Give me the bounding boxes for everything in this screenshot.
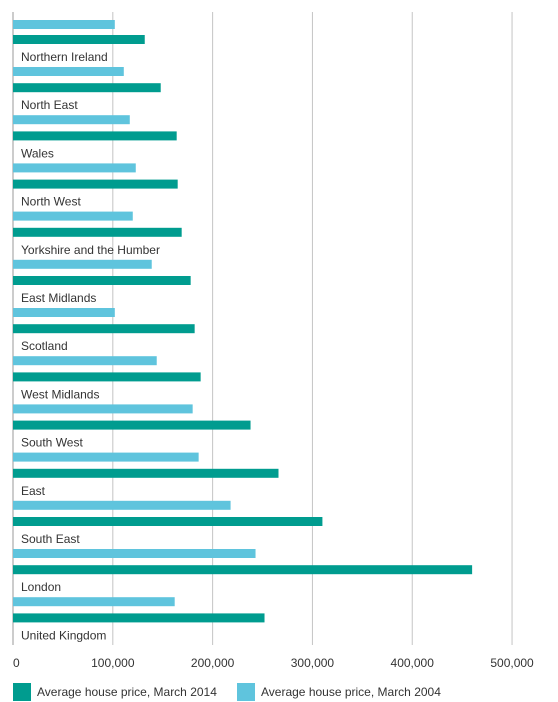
bar-2014 (13, 613, 265, 623)
bar-2004 (13, 259, 152, 269)
bar-2004 (13, 404, 193, 414)
bar-2004 (13, 597, 175, 607)
legend-item-2014: Average house price, March 2014 (13, 683, 217, 701)
category-label: London (21, 580, 61, 594)
legend-swatch-2004 (237, 683, 255, 701)
bar-2014 (13, 517, 323, 526)
legend-label-2004: Average house price, March 2004 (261, 685, 441, 699)
category-label: East (21, 484, 46, 498)
bar-2014 (13, 83, 161, 93)
bar-2004 (13, 452, 199, 462)
x-tick-label: 100,000 (91, 656, 135, 670)
category-label: West Midlands (21, 387, 99, 401)
x-tick-label: 400,000 (391, 656, 435, 670)
category-label: Northern Ireland (21, 50, 108, 64)
bar-2014 (13, 227, 182, 237)
bar-2014 (13, 179, 178, 189)
bar-2014 (13, 372, 201, 382)
bar-2014 (13, 420, 251, 430)
bar-2004 (13, 356, 157, 366)
bar-2004 (13, 115, 130, 125)
category-label: Wales (21, 146, 54, 160)
bar-2014 (13, 276, 191, 285)
bar-2014 (13, 565, 473, 575)
bar-2004 (13, 163, 136, 173)
legend: Average house price, March 2014 Average … (13, 683, 553, 701)
legend-item-2004: Average house price, March 2004 (237, 683, 441, 701)
category-label: South West (21, 436, 83, 450)
bar-2004 (13, 211, 133, 221)
bar-2004 (13, 67, 124, 76)
bar-chart-svg: 0 100,000 200,000 300,000 400,000 500,000 Nort… (12, 12, 534, 670)
bar-2014 (13, 468, 279, 478)
legend-swatch-2014 (13, 683, 31, 701)
category-label: North West (21, 195, 81, 209)
bar-2004 (13, 500, 231, 510)
bar-2004 (13, 308, 115, 317)
category-label: Yorkshire and the Humber (21, 243, 160, 257)
category-label: East Midlands (21, 291, 96, 305)
bar-2004 (13, 549, 256, 558)
legend-label-2014: Average house price, March 2014 (37, 685, 217, 699)
bar-2014 (13, 131, 177, 141)
bar-2014 (13, 324, 195, 334)
x-tick-label: 300,000 (291, 656, 335, 670)
category-label: United Kingdom (21, 628, 106, 642)
bar-2014 (13, 35, 145, 44)
category-label: Scotland (21, 339, 68, 353)
category-label: South East (21, 532, 80, 546)
x-tick-label: 200,000 (191, 656, 235, 670)
bar-2004 (13, 20, 115, 29)
x-tick-label: 500,000 (490, 656, 534, 670)
category-label: North East (21, 98, 78, 112)
x-tick-label: 0 (13, 656, 20, 670)
